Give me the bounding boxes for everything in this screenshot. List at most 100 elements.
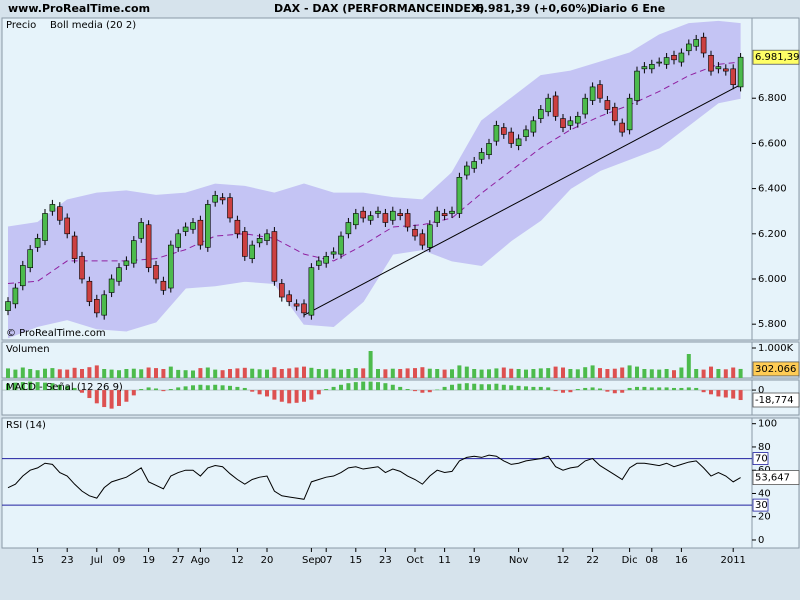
candle-body <box>619 122 626 133</box>
macd-bar <box>627 387 632 391</box>
volume-bar <box>50 368 55 378</box>
candle-body <box>101 294 107 316</box>
macd-bar <box>546 387 551 391</box>
volume-bar <box>605 369 610 378</box>
y-tick-label: 6.800 <box>758 93 787 104</box>
volume-bar <box>575 369 580 378</box>
candle-body <box>545 97 552 113</box>
macd-bar <box>501 384 506 391</box>
candle-body <box>463 165 470 176</box>
macd-bar <box>642 386 647 391</box>
candle-body <box>145 224 152 268</box>
volume-bar <box>131 368 136 378</box>
candle-body <box>42 213 48 241</box>
candle-body <box>301 303 307 314</box>
volume-bar <box>501 367 506 378</box>
macd-bar <box>287 390 292 404</box>
candle-body <box>404 213 411 228</box>
panel <box>1 417 753 549</box>
last-value-label: 302.066 <box>755 364 796 375</box>
macd-bar <box>65 385 70 391</box>
volume-bar <box>464 366 469 378</box>
candle-body <box>49 204 56 212</box>
candle-body <box>641 66 648 70</box>
candle-body <box>330 251 337 255</box>
volume-bar <box>242 367 247 378</box>
macd-bar <box>228 385 232 391</box>
macd-bar <box>538 386 543 391</box>
x-tick-label: 12 <box>231 555 244 566</box>
volume-bar <box>701 369 706 378</box>
candle-body <box>434 210 441 223</box>
macd-bar <box>605 390 610 392</box>
x-tick-label: 22 <box>586 555 599 566</box>
macd-bar <box>723 390 728 398</box>
volume-bar <box>649 369 654 378</box>
candle-body <box>175 233 181 248</box>
volume-bar <box>316 369 321 378</box>
last-value-box <box>752 361 800 377</box>
candle-body <box>5 301 11 311</box>
candle-body <box>293 303 300 307</box>
candle-body <box>264 233 270 241</box>
candle-body <box>323 256 330 264</box>
volume-bar <box>642 369 647 378</box>
volume-bar <box>324 369 329 378</box>
volume-bar <box>117 370 121 378</box>
volume-bar <box>294 367 299 378</box>
macd-bar <box>339 384 343 391</box>
x-tick-label: 16 <box>675 555 688 566</box>
macd-bar <box>405 389 410 391</box>
x-tick-label: 08 <box>645 555 658 566</box>
candle-body <box>611 106 618 122</box>
volume-bar <box>472 369 477 378</box>
x-tick-label: 23 <box>61 555 74 566</box>
candle-body <box>626 97 633 131</box>
macd-bar <box>575 389 580 391</box>
candle-body <box>530 120 537 133</box>
macd-bar <box>731 390 736 399</box>
macd-bar <box>309 390 314 400</box>
candle-body <box>278 283 285 298</box>
macd-bar <box>265 390 269 397</box>
volume-bar <box>553 366 558 378</box>
macd-bar <box>561 390 565 393</box>
macd-bar <box>168 389 173 391</box>
reference-box <box>752 452 769 465</box>
candle-body <box>79 256 85 280</box>
macd-bar <box>709 390 713 395</box>
candle-body <box>360 210 367 219</box>
volume-bar <box>509 368 514 378</box>
candle-body <box>419 233 426 246</box>
y-tick-label: 100 <box>758 419 777 430</box>
macd-bar <box>598 388 602 391</box>
volume-bar <box>450 369 454 378</box>
macd-bar <box>183 386 188 391</box>
macd-bar <box>13 382 18 391</box>
macd-bar <box>102 390 107 408</box>
candle-body <box>197 219 204 246</box>
period: Diario 6 Ene <box>590 2 665 15</box>
macd-bar <box>413 390 417 392</box>
volume-bar <box>139 369 144 378</box>
volume-bar <box>191 370 195 378</box>
macd-bar <box>612 390 617 394</box>
candle-body <box>71 235 78 259</box>
volume-bar <box>309 367 314 378</box>
volume-bar <box>590 365 595 378</box>
last-value-box <box>752 392 800 408</box>
volume-bar <box>20 367 25 378</box>
bollinger-middle <box>7 61 741 285</box>
volume-bar <box>368 351 373 378</box>
candle-body <box>271 231 278 282</box>
macd-bar <box>479 384 484 391</box>
x-tick-label: 07 <box>320 555 333 566</box>
volume-bar <box>235 368 240 378</box>
macd-bar <box>80 390 84 393</box>
volume-bar <box>80 369 84 378</box>
volume-bar <box>257 369 262 378</box>
y-tick-label: 6.200 <box>758 229 787 240</box>
panel-title: Volumen <box>6 344 50 355</box>
candle-body <box>138 222 144 239</box>
last-value-box <box>752 470 800 485</box>
